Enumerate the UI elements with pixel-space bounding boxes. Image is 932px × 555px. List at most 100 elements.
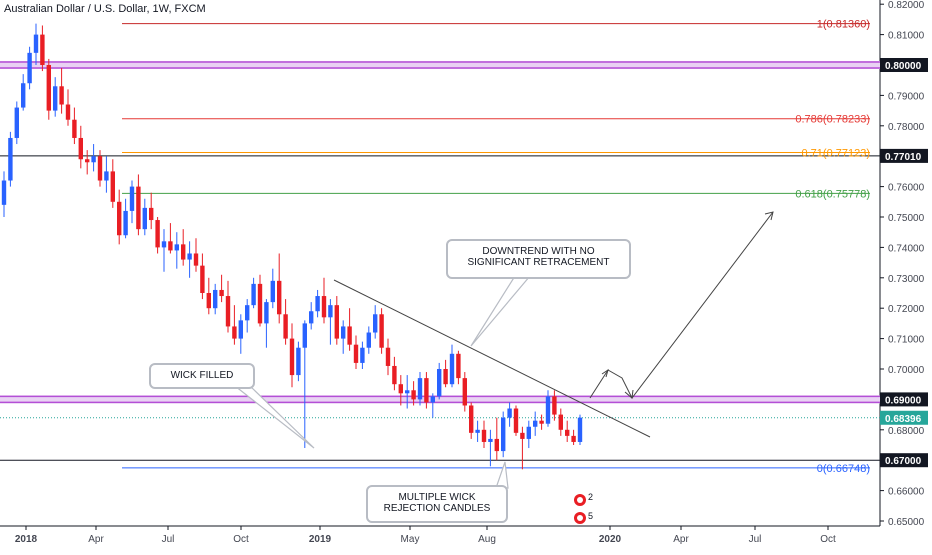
price-tick-label: 0.72000 bbox=[888, 304, 925, 315]
candle-body bbox=[449, 353, 455, 385]
fib-label-4: 0(0.66748) bbox=[817, 463, 870, 475]
candle-body bbox=[168, 241, 173, 251]
candle-body bbox=[481, 429, 487, 442]
candle-body bbox=[46, 65, 51, 111]
candle-body bbox=[110, 171, 115, 202]
candle-body bbox=[21, 83, 26, 108]
candle bbox=[245, 299, 250, 333]
candle bbox=[225, 280, 231, 333]
candle-body bbox=[264, 302, 269, 324]
candle-body bbox=[97, 156, 103, 181]
price-tick-label: 0.65000 bbox=[888, 517, 925, 528]
candle bbox=[513, 405, 519, 436]
candle bbox=[411, 381, 416, 406]
candle bbox=[78, 125, 83, 169]
candle bbox=[174, 232, 179, 269]
candle-body bbox=[213, 289, 218, 309]
price-tick-label: 0.73000 bbox=[888, 274, 925, 285]
candle-body bbox=[334, 305, 339, 339]
candle-body bbox=[14, 107, 19, 138]
price-label-box bbox=[880, 410, 928, 425]
candle bbox=[1, 171, 7, 217]
candle bbox=[117, 189, 122, 245]
candle-body bbox=[488, 438, 493, 442]
candle-body bbox=[277, 280, 282, 315]
candle bbox=[488, 429, 493, 467]
price-label-box bbox=[880, 392, 928, 407]
candle-body bbox=[65, 104, 71, 120]
candle bbox=[40, 25, 45, 72]
candle-body bbox=[366, 332, 371, 348]
time-tick-label: Aug bbox=[478, 534, 496, 545]
price-tick-label: 0.68000 bbox=[888, 426, 925, 437]
price-label-text: 0.80000 bbox=[885, 61, 922, 72]
rejection-callout-text-1: REJECTION CANDLES bbox=[384, 503, 491, 514]
price-label-box bbox=[880, 148, 928, 163]
candle bbox=[417, 372, 423, 406]
time-tick-label: 2018 bbox=[15, 534, 38, 545]
candle bbox=[264, 299, 269, 348]
candle bbox=[334, 296, 339, 345]
candle-body bbox=[117, 201, 122, 236]
candle-body bbox=[379, 314, 384, 348]
candle-body bbox=[533, 420, 538, 427]
candles bbox=[1, 23, 583, 470]
time-tick-label: Jul bbox=[162, 534, 175, 545]
wick-filled-callout-text-0: WICK FILLED bbox=[171, 370, 234, 381]
candle bbox=[321, 277, 327, 324]
candle bbox=[200, 253, 205, 300]
candle-body bbox=[571, 435, 576, 442]
event-flag-inner bbox=[577, 497, 583, 503]
candle-body bbox=[53, 86, 58, 111]
candle bbox=[129, 180, 135, 224]
candle-body bbox=[398, 384, 403, 394]
candle bbox=[33, 23, 39, 65]
candle bbox=[142, 198, 147, 236]
candle bbox=[437, 362, 442, 400]
candle-body bbox=[78, 137, 83, 160]
price-tick-label: 0.76000 bbox=[888, 183, 925, 194]
candle-body bbox=[577, 417, 583, 442]
candle bbox=[430, 393, 435, 418]
candle-body bbox=[33, 34, 39, 53]
candle bbox=[168, 223, 173, 254]
candle bbox=[91, 144, 96, 172]
candle bbox=[8, 131, 13, 187]
candle-body bbox=[161, 241, 167, 248]
time-tick-label: 2020 bbox=[599, 534, 622, 545]
event-count-1: 2 bbox=[588, 492, 593, 502]
candle-body bbox=[353, 344, 359, 363]
candle-body bbox=[181, 244, 186, 260]
candle bbox=[123, 198, 128, 239]
candle-body bbox=[200, 265, 205, 293]
candle-body bbox=[149, 207, 154, 221]
candle-body bbox=[232, 326, 237, 339]
candle bbox=[277, 253, 282, 324]
candle-body bbox=[283, 314, 288, 339]
candle bbox=[565, 420, 570, 442]
chart-title: Australian Dollar / U.S. Dollar, 1W, FXC… bbox=[4, 3, 206, 15]
candle bbox=[27, 46, 32, 90]
candle bbox=[149, 192, 154, 230]
candle bbox=[289, 323, 295, 388]
candle-body bbox=[411, 390, 416, 400]
candle bbox=[424, 372, 429, 409]
time-tick-label: Jul bbox=[749, 534, 762, 545]
candle bbox=[206, 277, 211, 315]
downtrend-callout-pointer bbox=[470, 275, 532, 347]
candle-body bbox=[289, 338, 295, 376]
candle-body bbox=[545, 396, 551, 424]
candle bbox=[366, 326, 371, 354]
price-label-text: 0.77010 bbox=[885, 152, 922, 163]
candle bbox=[283, 299, 288, 345]
candle bbox=[72, 107, 77, 145]
candle-body bbox=[315, 296, 320, 312]
price-label-text: 0.69000 bbox=[885, 395, 922, 406]
candle bbox=[469, 402, 474, 439]
fibonacci-levels: 1(0.81360) 0.786(0.78233) 0.71(0.77123) 0.6… bbox=[122, 19, 870, 475]
candle bbox=[341, 320, 346, 354]
candle-body bbox=[296, 347, 301, 376]
candle bbox=[392, 356, 397, 391]
candle bbox=[251, 277, 256, 309]
candle-body bbox=[328, 305, 333, 318]
